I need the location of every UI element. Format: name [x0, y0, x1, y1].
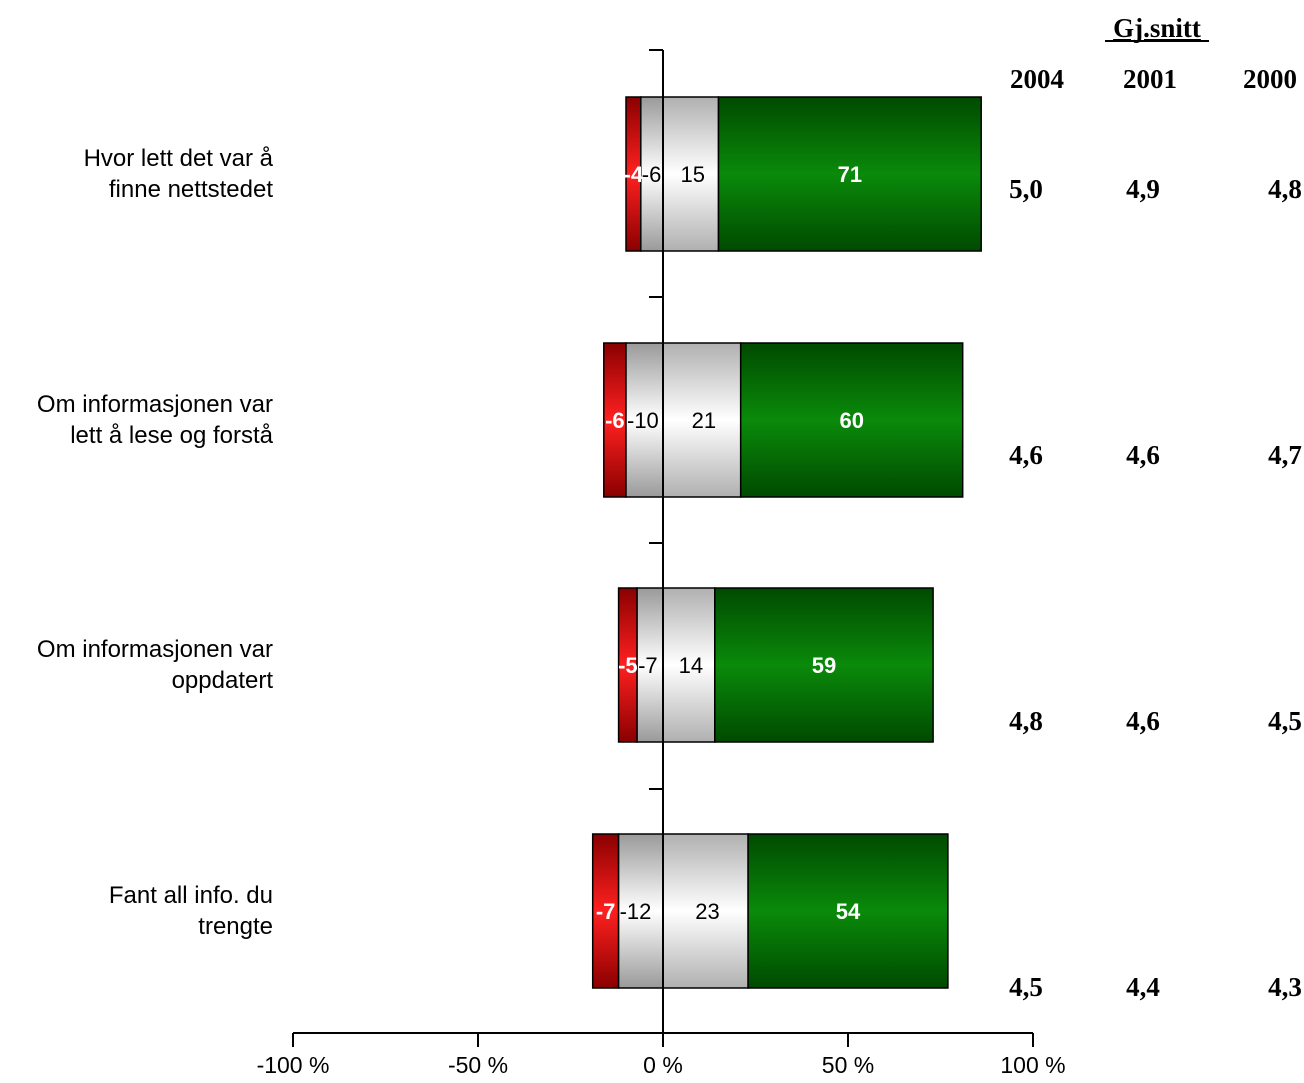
bar-segment [662, 833, 749, 989]
data-label: -6 [642, 162, 662, 187]
averages-header: Gj.snitt [1113, 13, 1201, 43]
average-value: 4,6 [1126, 440, 1160, 470]
average-value: 4,6 [1126, 706, 1160, 736]
axes-group: -100 % -50 % 0 % 50 % 100 % [257, 49, 1066, 1078]
x-tick-label: 50 % [822, 1052, 874, 1078]
average-value: 4,5 [1009, 972, 1043, 1002]
averages-year-heading: 2004 [1010, 64, 1064, 94]
data-label: -5 [618, 653, 638, 678]
bar-segment [636, 587, 664, 743]
data-label: 71 [838, 162, 862, 187]
average-value: 4,8 [1268, 174, 1302, 204]
data-label: -6 [605, 408, 625, 433]
x-tick-label: -100 % [257, 1052, 330, 1078]
bar-segment [662, 342, 742, 498]
category-label: Om informasjonen var [37, 391, 273, 418]
bar-segment [717, 96, 982, 252]
data-label: -12 [620, 899, 652, 924]
category-label: lett å lese og forstå [70, 422, 273, 449]
average-value: 4,7 [1268, 440, 1302, 470]
average-value: 4,8 [1009, 706, 1043, 736]
category-label: Fant all info. du [109, 882, 273, 909]
category-label: Hvor lett det var å [84, 145, 274, 172]
averages-year-heading: 2000 [1243, 64, 1297, 94]
data-label: 59 [812, 653, 836, 678]
bar-segment [625, 342, 664, 498]
bar-segment [662, 587, 716, 743]
average-value: 5,0 [1009, 174, 1043, 204]
category-label: trengte [198, 913, 273, 940]
average-value: 4,3 [1268, 972, 1302, 1002]
category-label: finne nettstedet [109, 176, 273, 203]
bars-group [591, 96, 982, 989]
data-label: 23 [695, 899, 719, 924]
data-label: 15 [681, 162, 705, 187]
data-label: -7 [596, 899, 616, 924]
data-label: 14 [679, 653, 703, 678]
bar-segment [714, 587, 934, 743]
bar-segment [739, 342, 964, 498]
data-label: 54 [836, 899, 861, 924]
x-tick-label: 100 % [1000, 1052, 1065, 1078]
average-value: 4,5 [1268, 706, 1302, 736]
bar-segment [747, 833, 949, 989]
x-tick-label: -50 % [448, 1052, 508, 1078]
data-label: 21 [692, 408, 716, 433]
average-value: 4,4 [1126, 972, 1160, 1002]
data-label: -7 [638, 653, 658, 678]
bar-segment [591, 833, 620, 989]
bar-segment [617, 833, 664, 989]
average-value: 4,9 [1126, 174, 1160, 204]
average-value: 4,6 [1009, 440, 1043, 470]
bar-segment [662, 96, 720, 252]
category-label: oppdatert [172, 667, 274, 694]
category-label: Om informasjonen var [37, 636, 273, 663]
data-label: -4 [624, 162, 644, 187]
averages-year-heading: 2001 [1123, 64, 1177, 94]
data-label: -10 [627, 408, 659, 433]
averages-group: Gj.snitt 2004 2001 2000 5,0 4,9 4,8 4,6 4,6 4,7 4,… [1009, 13, 1302, 1002]
x-tick-label: 0 % [643, 1052, 683, 1078]
data-label: 60 [839, 408, 863, 433]
